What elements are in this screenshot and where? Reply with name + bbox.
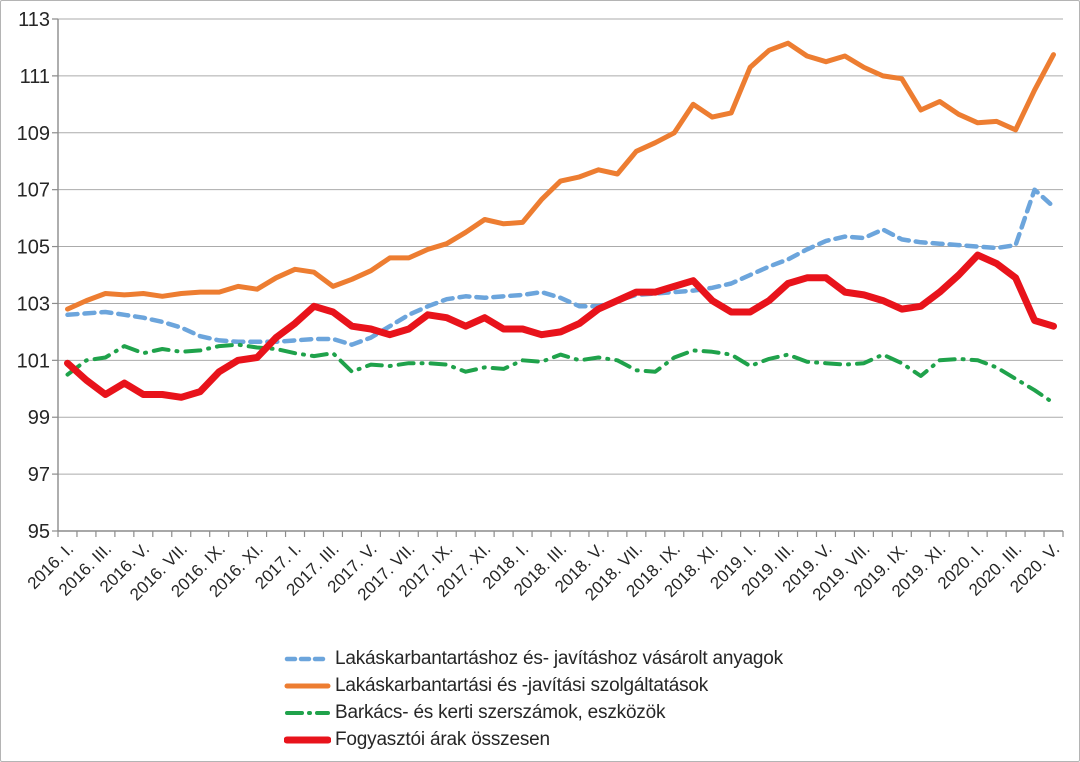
legend-item: Lakáskarbantartási és -javítási szolgált… [284,672,783,699]
y-axis-tick-label: 111 [20,66,50,88]
legend-label: Barkács- és kerti szerszámok, eszközök [335,701,666,723]
legend-item: Barkács- és kerti szerszámok, eszközök [284,699,783,726]
series-line-2 [65,342,1056,405]
y-axis-tick-label: 97 [28,464,50,486]
series-line-0 [65,187,1056,347]
legend-item: Fogyasztói árak összesen [284,726,783,753]
legend-line-sample [285,710,330,715]
y-axis-tick-label: 101 [17,350,50,372]
y-axis-tick-label: 99 [28,407,50,429]
y-axis-tick-label: 105 [17,237,50,259]
series-line-3 [64,251,1057,401]
y-axis-tick-label: 107 [17,180,50,202]
y-axis-tick-label: 95 [28,521,50,543]
chart-legend: Lakáskarbantartáshoz és- javításhoz vásá… [284,645,783,753]
series-line-1 [65,40,1056,312]
legend-line-sample [284,683,331,688]
y-axis-tick-label: 103 [17,293,50,315]
legend-label: Lakáskarbantartási és -javítási szolgált… [335,674,709,696]
legend-line-sample [284,736,331,743]
y-axis-tick-label: 113 [18,9,50,31]
legend-item: Lakáskarbantartáshoz és- javításhoz vásá… [284,645,783,672]
legend-line-sample [284,656,331,661]
legend-label: Lakáskarbantartáshoz és- javításhoz vásá… [335,647,783,669]
y-axis-tick-label: 109 [17,123,50,145]
legend-label: Fogyasztói árak összesen [335,728,550,750]
